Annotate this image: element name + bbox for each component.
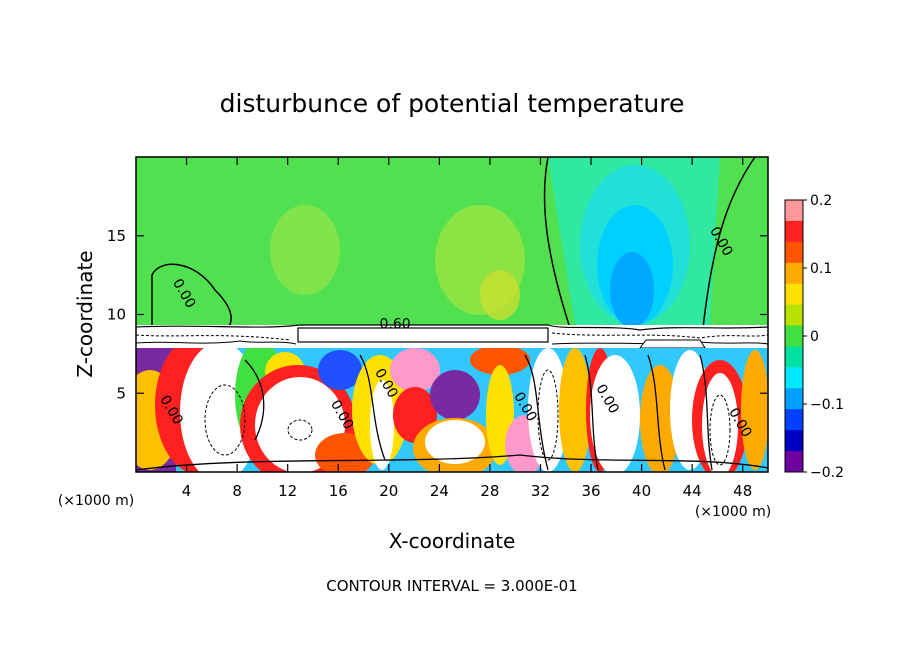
x-unit-label-right: (×1000 m) [695,504,771,520]
x-tick-label: 44 [683,482,702,500]
colorbar: 0.2 0.1 0 −0.1 −0.2 [784,193,844,481]
x-tick-label: 36 [581,482,600,500]
boundary-layer [136,348,768,472]
contour-line [543,156,571,329]
colorbar-segment [785,388,803,410]
x-tick-label: 24 [430,482,449,500]
contour-line [297,327,549,343]
plot-area: 0.000.000.600.000.000.00 0.00 0.000.00 [135,156,769,473]
colorbar-segment [785,304,803,327]
x-tick-label: 4 [182,482,192,500]
warm-anomaly-blob [480,270,520,320]
colorbar-segment [785,262,803,285]
cool-anomaly-core [610,252,654,328]
colorbar-tick-label: −0.2 [810,465,844,481]
x-axis-label: X-coordinate [389,529,516,553]
y-tick-label: 5 [116,384,126,402]
y-tick-label: 15 [107,227,126,245]
tropopause-band [136,325,768,348]
colorbar-segment [785,283,803,306]
colorbar-segment [785,367,803,389]
chart-title: disturbunce of potential temperature [220,89,685,118]
x-tick-label: 28 [480,482,499,500]
x-tick-label: 40 [632,482,651,500]
contour-interval-label: CONTOUR INTERVAL = 3.000E-01 [326,577,577,595]
colorbar-segment [785,200,803,222]
contour-line [151,263,232,329]
colorbar-tick-label: 0.2 [810,193,832,209]
x-axis: 4 8 12 16 20 24 28 32 36 40 44 48 [182,157,752,500]
colorbar-tick-label: 0 [810,329,819,345]
x-tick-label: 8 [232,482,242,500]
x-tick-label: 12 [278,482,297,500]
colorbar-tick-label: −0.1 [810,397,844,413]
contour-label: 0.60 [380,317,411,333]
x-tick-label: 48 [733,482,752,500]
colorbar-segment [785,325,803,347]
colorbar-segment [785,409,803,431]
colorbar-segment [785,241,803,264]
contour-line [702,156,756,329]
x-tick-label: 20 [379,482,398,500]
y-tick-label: 10 [107,306,126,324]
colorbar-segment [785,451,803,473]
y-axis-label: Z-coordinate [73,250,97,377]
warm-anomaly-blob [270,205,340,295]
colorbar-segment [785,220,803,243]
y-axis: 5 10 15 [107,227,768,402]
colorbar-segment [785,430,803,452]
x-tick-label: 32 [531,482,550,500]
colorbar-tick-label: 0.1 [810,261,832,277]
colorbar-segment [785,346,803,368]
x-unit-label: (×1000 m) [58,493,134,509]
x-tick-label: 16 [329,482,348,500]
